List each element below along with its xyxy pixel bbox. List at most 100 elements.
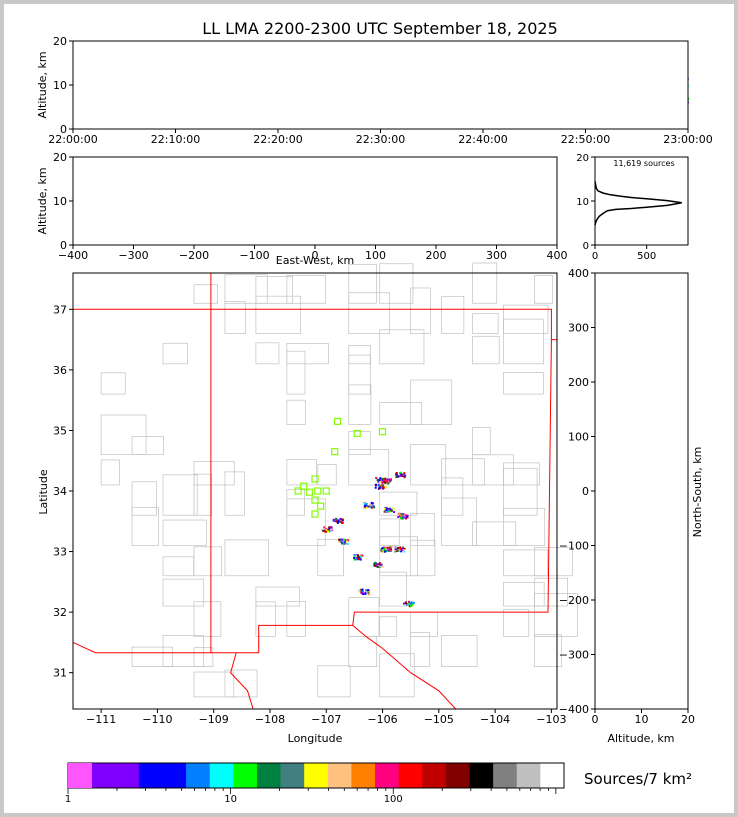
plan-view-source <box>398 513 401 516</box>
colorbar-label: Sources/7 km² <box>584 770 692 788</box>
colorbar-cell <box>445 763 470 788</box>
plan-view-source <box>384 477 387 480</box>
map-y-tick-label: 32 <box>53 606 67 619</box>
plan-view-source <box>402 547 405 550</box>
map-x-tick-label: −109 <box>199 713 229 726</box>
plan-view-source <box>399 471 402 474</box>
plan-view-source <box>365 504 368 507</box>
station-marker <box>300 482 308 490</box>
plan-view-source <box>399 546 402 549</box>
time-height-plot-area <box>72 40 689 130</box>
county-border <box>317 464 337 486</box>
plan-view-source <box>381 565 384 568</box>
plan-view-source <box>388 548 391 551</box>
county-border <box>286 350 306 395</box>
plan-view-source <box>387 482 390 485</box>
county-border <box>503 467 538 516</box>
plan-view-source <box>378 565 381 568</box>
county-border <box>286 275 327 304</box>
county-border <box>379 536 418 577</box>
county-border <box>503 609 530 637</box>
plan-view-source <box>390 509 393 512</box>
county-border <box>162 342 188 365</box>
colorbar-cell <box>138 763 163 788</box>
plan-view-source <box>373 561 376 564</box>
plan-view-source <box>377 563 380 566</box>
map-x-tick-label: −107 <box>311 713 341 726</box>
east-west-x-tick-label: 200 <box>426 249 447 262</box>
state-border-new-mexico <box>210 273 552 654</box>
plan-view-source <box>378 479 381 482</box>
colorbar-cell <box>280 763 305 788</box>
plan-view-source <box>330 526 333 529</box>
plan-view-source <box>402 516 405 519</box>
colorbar-cell <box>304 763 329 788</box>
county-border <box>379 491 418 516</box>
east-west-x-tick-label: 300 <box>486 249 507 262</box>
histogram-x-tick-label: 0 <box>592 251 598 262</box>
plan-view-source <box>340 542 343 545</box>
north-south-x-tick-label: 0 <box>592 713 599 726</box>
histogram-y-tick-label: 10 <box>576 197 589 208</box>
colorbar-cell <box>162 763 187 788</box>
map-y-tick-label: 35 <box>53 424 67 437</box>
east-west-y-tick-label: 20 <box>53 151 67 164</box>
time-height-ylabel: Altitude, km <box>36 51 49 118</box>
plan-view-source <box>403 516 406 519</box>
county-border <box>255 295 302 334</box>
county-border <box>162 578 205 607</box>
plan-view-source <box>340 540 343 543</box>
colorbar-cell <box>493 763 518 788</box>
plan-view-source <box>390 546 393 549</box>
plan-view-source <box>340 538 343 541</box>
plan-view-source <box>367 591 370 594</box>
county-border <box>503 318 544 365</box>
north-south-y-tick-label: 200 <box>568 376 589 389</box>
plan-view-source <box>383 546 386 549</box>
plan-view-source <box>375 476 378 479</box>
plan-view-source <box>379 481 382 484</box>
county-border <box>472 313 499 334</box>
plan-view-source <box>397 515 400 518</box>
county-border <box>379 402 422 425</box>
county-border <box>472 427 491 456</box>
county-border <box>193 601 222 637</box>
plan-view-source <box>404 517 407 520</box>
plan-view-source <box>375 562 378 565</box>
plan-view-source <box>410 602 413 605</box>
plan-view-source <box>402 513 405 516</box>
county-border <box>131 646 174 667</box>
station-marker <box>333 417 342 425</box>
north-south-x-tick-label: 10 <box>635 713 649 726</box>
north-south-y-tick-label: 0 <box>582 485 589 498</box>
north-south-y-tick-label: −400 <box>559 703 589 716</box>
colorbar-cell <box>398 763 423 788</box>
east-west-x-tick-label: −100 <box>239 249 269 262</box>
county-border <box>255 276 293 304</box>
county-border <box>162 474 198 516</box>
colorbar-tick-label: 10 <box>224 794 237 805</box>
plan-view-source <box>400 547 403 550</box>
plan-view-source <box>400 472 403 475</box>
plan-view-source <box>365 502 368 505</box>
plan-view-source <box>386 546 389 549</box>
county-border <box>348 292 390 334</box>
plan-view-source <box>379 477 382 480</box>
plan-view-panel: Latitude Longitude <box>37 262 578 745</box>
plan-view-source <box>403 550 406 553</box>
plan-view-source <box>375 564 378 567</box>
colorbar-tick-label: 1 <box>65 794 71 805</box>
east-west-y-tick-label: 0 <box>60 239 67 252</box>
plan-view-source <box>332 518 335 521</box>
county-border <box>317 538 344 577</box>
plan-view-source <box>355 555 358 558</box>
colorbar-cell <box>91 763 116 788</box>
county-border <box>348 354 371 395</box>
station-markers <box>294 417 387 518</box>
county-border <box>503 304 549 334</box>
map-x-tick-label: −103 <box>536 713 566 726</box>
plan-view-source <box>373 506 376 509</box>
colorbar: 1 10 100 Sources/7 km² <box>65 762 692 805</box>
plan-view-source <box>383 550 386 553</box>
map-ylabel: Latitude <box>37 469 50 515</box>
